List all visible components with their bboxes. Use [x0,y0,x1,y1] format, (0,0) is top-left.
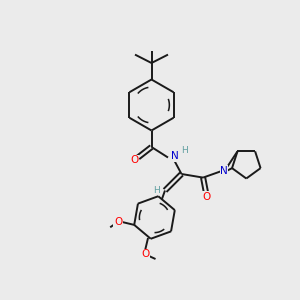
Text: O: O [114,217,122,227]
Text: N: N [220,166,228,176]
Text: O: O [130,155,139,166]
Text: O: O [141,249,149,259]
Text: H: H [181,146,188,155]
Text: H: H [153,186,159,195]
Text: O: O [202,192,210,202]
Text: N: N [171,151,178,161]
